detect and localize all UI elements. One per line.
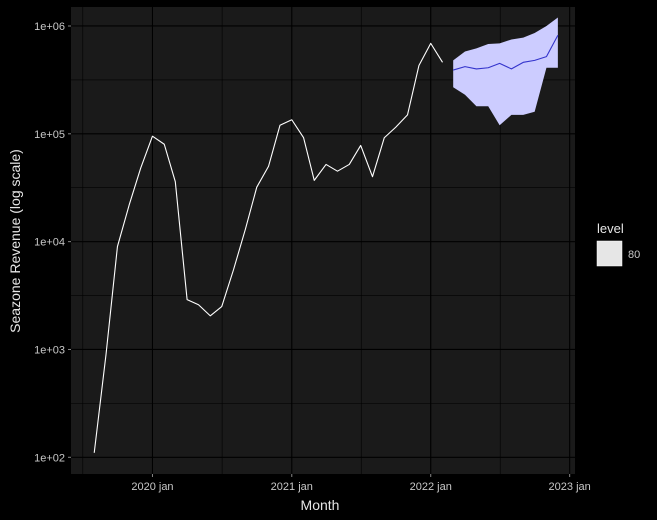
legend-title: level <box>597 221 624 236</box>
y-tick-label: 1e+02 <box>34 452 65 464</box>
x-axis: 2020 jan 2021 jan 2022 jan 2023 jan <box>131 474 591 493</box>
interval-80-band <box>453 17 558 126</box>
x-tick-label: 2020 jan <box>131 481 173 493</box>
x-axis-title: Month <box>301 497 340 513</box>
y-tick-label: 1e+06 <box>34 21 65 33</box>
forecast-line <box>453 35 559 71</box>
x-tick-label: 2021 jan <box>271 481 313 493</box>
y-tick-label: 1e+04 <box>34 237 65 249</box>
y-tick-label: 1e+03 <box>34 344 65 356</box>
x-tick-label: 2023 jan <box>549 481 591 493</box>
x-tick-label: 2022 jan <box>410 481 452 493</box>
legend-swatch <box>596 240 623 267</box>
y-tick-label: 1e+05 <box>34 129 65 141</box>
legend-label: 80 <box>628 249 640 261</box>
y-axis: 1e+02 1e+03 1e+04 1e+05 1e+06 <box>34 21 71 464</box>
legend: level 80 <box>596 221 640 267</box>
y-axis-title: Seazone Revenue (log scale) <box>7 149 23 333</box>
history-line <box>93 42 443 453</box>
forecast-interval-band <box>453 17 558 126</box>
gridlines <box>71 7 575 474</box>
series-lines <box>93 35 559 453</box>
